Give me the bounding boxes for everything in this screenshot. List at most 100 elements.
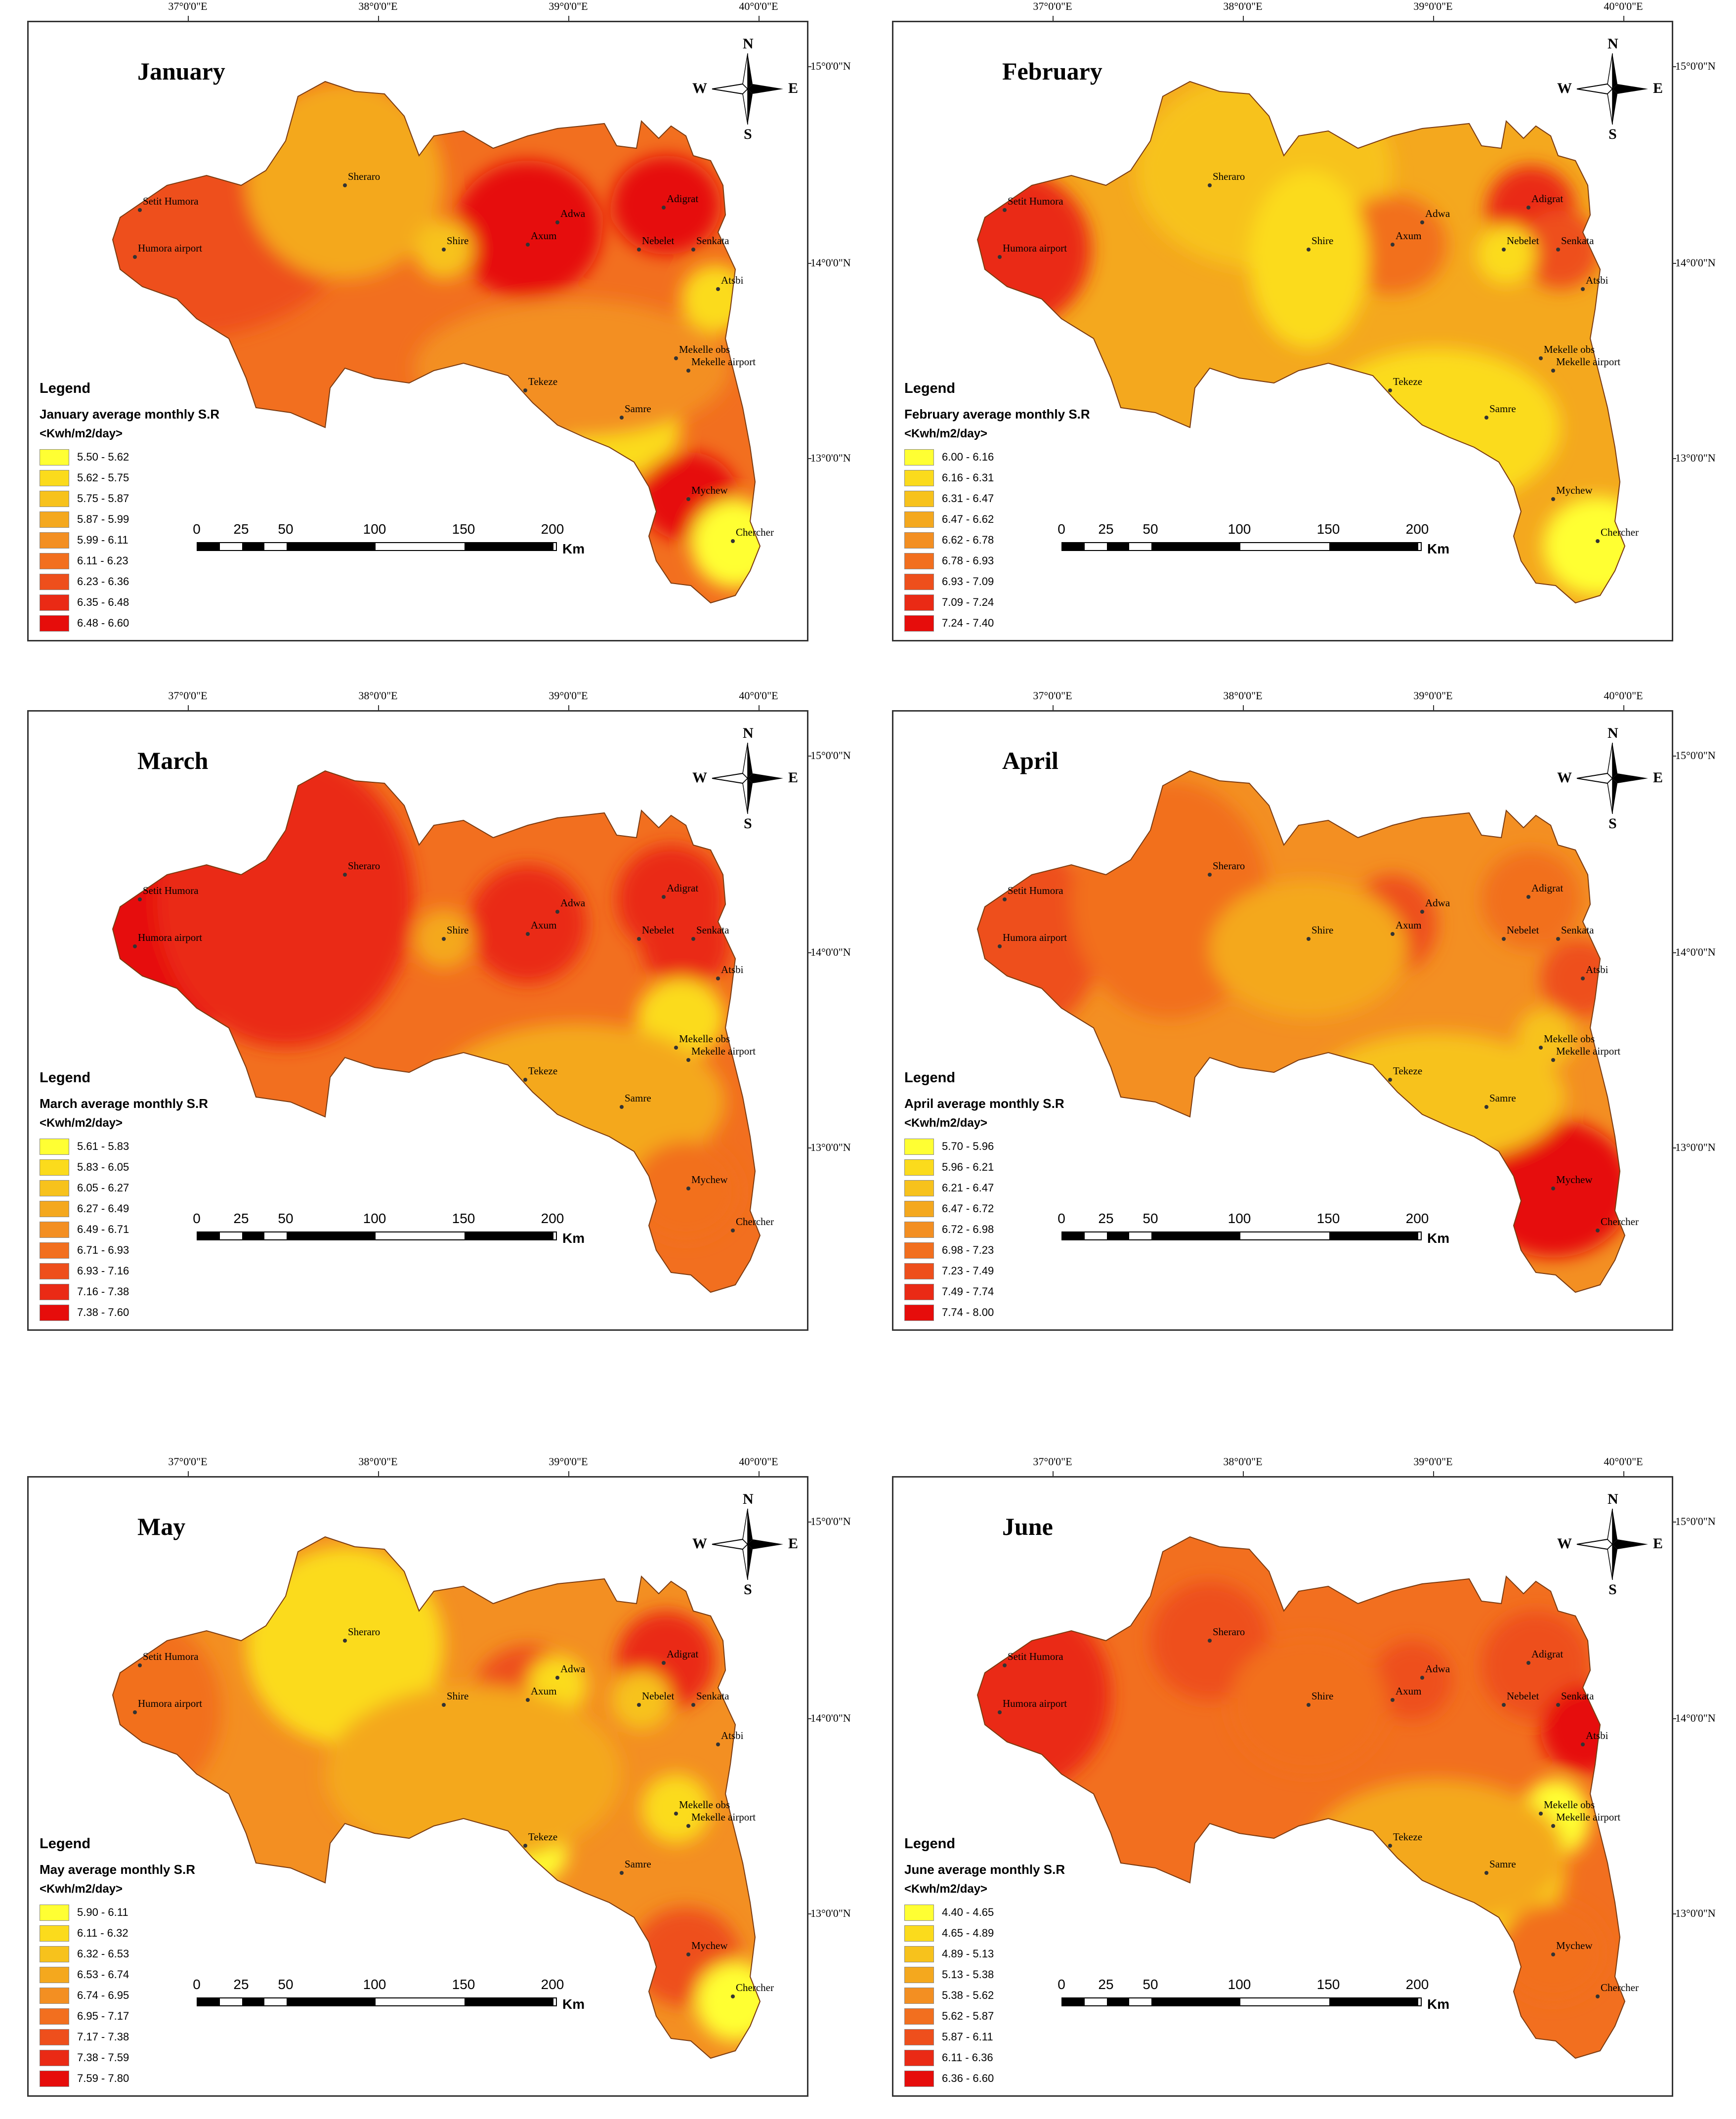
radiation-zone-core — [1526, 1927, 1580, 1977]
station-label: Chercher — [1601, 1982, 1639, 1993]
longitude-tick — [1243, 705, 1244, 711]
station-marker — [1307, 248, 1311, 252]
station-label: Sheraro — [1213, 860, 1245, 872]
longitude-label: 40°0'0"E — [1604, 1455, 1643, 1468]
station-label: Mekelle airport — [691, 356, 756, 368]
map-panel-march: 37°0'0"E 38°0'0"E 39°0'0"E 40°0'0"E 15°0'0"N… — [5, 689, 851, 1347]
legend-item: 5.38 - 5.62 — [904, 1985, 1065, 2006]
legend-heading: Legend — [40, 381, 91, 396]
station-marker — [1003, 1663, 1007, 1667]
compass-rose-icon — [712, 742, 783, 814]
station-label: Axum — [1396, 1685, 1422, 1697]
latitude-tick — [805, 952, 811, 953]
longitude-label: 37°0'0"E — [168, 1455, 208, 1468]
radiation-zone-core — [1570, 521, 1625, 571]
scale-bar: 0 25 50 100 150 200 Km — [1058, 1211, 1449, 1246]
radiation-zone-core — [659, 1932, 713, 1982]
compass-south-label: S — [744, 815, 752, 832]
legend-item: 4.40 - 4.65 — [904, 1902, 1065, 1923]
legend-class-label: 6.05 - 6.27 — [77, 1182, 129, 1194]
station-label: Humora airport — [138, 242, 203, 254]
legend-item: 5.96 - 6.21 — [904, 1157, 1064, 1178]
radiation-zone-core — [1506, 875, 1556, 924]
latitude-label: 15°0'0"N — [810, 60, 851, 72]
longitude-label: 37°0'0"E — [168, 689, 208, 702]
station-marker — [343, 873, 347, 877]
map-panel-april: 37°0'0"E 38°0'0"E 39°0'0"E 40°0'0"E 15°0'0"N… — [870, 689, 1716, 1347]
radiation-surface — [113, 1537, 760, 2058]
station-marker — [138, 1663, 142, 1667]
scale-tick-label: 0 — [1058, 521, 1065, 537]
station-label: Tekeze — [1393, 376, 1423, 387]
latitude-tick — [1670, 1718, 1676, 1719]
scale-tick-label: 150 — [452, 1977, 475, 1992]
station-label: Mekelle obs — [679, 343, 730, 355]
legend-swatch — [40, 1283, 69, 1300]
legend-class-label: 6.62 - 6.78 — [942, 534, 994, 546]
legend-class-label: 6.35 - 6.48 — [77, 596, 129, 608]
station-label: Atsbi — [1586, 274, 1609, 286]
station-label: Adigrat — [667, 1648, 699, 1660]
station-marker — [133, 255, 137, 259]
station-marker — [1391, 1698, 1395, 1702]
latitude-tick — [1670, 1147, 1676, 1148]
legend-class-label: 6.78 - 6.93 — [942, 554, 994, 567]
legend-class-label: 5.90 - 6.11 — [77, 1906, 128, 1918]
north-arrow: N S W E — [692, 36, 798, 142]
station-marker — [637, 248, 641, 252]
legend-heading: Legend — [904, 381, 956, 396]
scale-segment — [465, 1998, 553, 2005]
station-marker — [1556, 1703, 1560, 1707]
station-marker — [1502, 248, 1506, 252]
legend-item: 5.87 - 6.11 — [904, 2027, 1065, 2047]
scale-tick-label: 150 — [1316, 1211, 1340, 1226]
scale-tick-label: 50 — [278, 1211, 294, 1226]
longitude-tick — [1623, 705, 1624, 711]
legend-class-label: 5.62 - 5.75 — [77, 471, 129, 484]
legend-swatch — [40, 2070, 69, 2087]
longitude-tick — [1433, 16, 1434, 22]
station-marker — [1539, 1812, 1543, 1816]
legend-item: 5.13 - 5.38 — [904, 1964, 1065, 1985]
scale-tick-label: 100 — [1228, 521, 1251, 537]
longitude-tick — [188, 1471, 189, 1477]
radiation-zone-core — [664, 474, 713, 519]
station-label: Atsbi — [1586, 964, 1609, 975]
scale-tick-label: 50 — [1143, 521, 1158, 537]
scale-tick-label: 200 — [541, 521, 564, 537]
scale-tick-label: 0 — [193, 1977, 201, 1992]
longitude-label: 40°0'0"E — [739, 0, 778, 12]
legend-swatch — [40, 1200, 69, 1217]
station-marker — [1539, 356, 1543, 360]
latitude-tick — [805, 1147, 811, 1148]
station-label: Nebelet — [1507, 1690, 1539, 1702]
longitude-label: 38°0'0"E — [358, 1455, 398, 1468]
station-label: Mychew — [691, 484, 728, 496]
legend-class-label: 4.65 - 4.89 — [942, 1927, 994, 1939]
station-label: Sheraro — [1213, 1626, 1245, 1638]
legend-class-label: 6.11 - 6.23 — [77, 554, 128, 567]
scale-track — [1061, 1231, 1422, 1240]
latitude-tick — [805, 1913, 811, 1914]
scale-unit-label: Km — [562, 541, 585, 556]
scale-tick-label: 100 — [363, 1211, 386, 1226]
station-marker — [133, 944, 137, 948]
radiation-zone-core — [716, 1982, 755, 2021]
longitude-tick — [378, 705, 379, 711]
station-label: Shire — [1312, 235, 1334, 247]
legend-class-label: 6.11 - 6.36 — [942, 2051, 993, 2064]
latitude-label: 14°0'0"N — [1675, 256, 1716, 269]
station-label: Shire — [447, 924, 469, 936]
legend-swatch — [904, 1283, 934, 1300]
longitude-label: 40°0'0"E — [739, 689, 778, 702]
station-marker — [1420, 1676, 1424, 1680]
station-label: Sheraro — [348, 170, 381, 182]
longitude-tick — [1623, 1471, 1624, 1477]
scale-segment — [287, 543, 376, 550]
scale-bar: 0 25 50 100 150 200 Km — [193, 1977, 585, 2012]
legend-class-label: 5.75 - 5.87 — [77, 492, 129, 505]
station-marker — [523, 1078, 527, 1082]
station-label: Chercher — [736, 1216, 774, 1228]
legend-unit: <Kwh/m2/day> — [904, 1116, 988, 1130]
map-frame: May Setit Humora Humora airport Sheraro Shir… — [27, 1476, 808, 2097]
